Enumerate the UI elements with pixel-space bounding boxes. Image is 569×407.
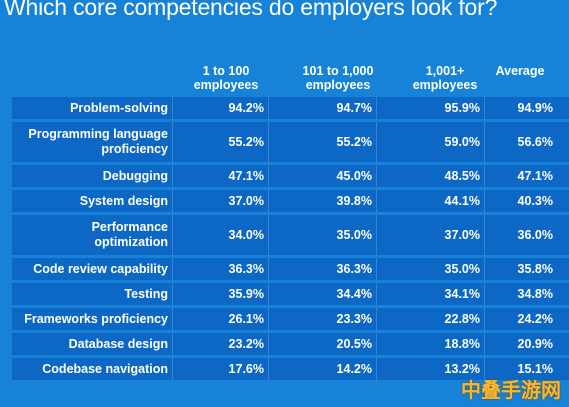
table-cell: 55.2% <box>172 122 268 162</box>
table-cell: 34.4% <box>268 283 376 305</box>
table-cell: 13.2% <box>376 358 484 380</box>
table-row: System design 37.0% 39.8% 44.1% 40.3% <box>12 190 569 212</box>
table-cell: 20.5% <box>268 333 376 355</box>
table-cell: 35.0% <box>268 215 376 255</box>
table-header: 1 to 100 employees 101 to 1,000 employees 1,… <box>12 55 569 97</box>
table-cell: 39.8% <box>268 190 376 212</box>
table-cell: 34.1% <box>376 283 484 305</box>
table-cell: 94.9% <box>484 97 557 119</box>
table-cell: 35.0% <box>376 258 484 280</box>
row-label: Testing <box>124 286 168 301</box>
column-header: 1 to 100 employees <box>193 64 259 92</box>
table-cell: 34.0% <box>172 215 268 255</box>
row-label: Debugging <box>102 168 168 183</box>
row-label: Problem-solving <box>70 100 168 115</box>
table-cell: 23.2% <box>172 333 268 355</box>
watermark-logo: 中叠手游网 <box>461 380 561 402</box>
table-cell: 37.0% <box>172 190 268 212</box>
table-cell: 56.6% <box>484 122 557 162</box>
table-cell: 59.0% <box>376 122 484 162</box>
table-cell: 23.3% <box>268 308 376 330</box>
row-label: Code review capability <box>33 261 168 276</box>
table-cell: 94.7% <box>268 97 376 119</box>
table-row: Debugging 47.1% 45.0% 48.5% 47.1% <box>12 165 569 187</box>
table-cell: 35.9% <box>172 283 268 305</box>
table-cell: 94.2% <box>172 97 268 119</box>
table-cell: 15.1% <box>484 358 557 380</box>
table-cell: 55.2% <box>268 122 376 162</box>
chart-title: Which core competencies do employers loo… <box>4 0 498 20</box>
table-cell: 20.9% <box>484 333 557 355</box>
table-cell: 48.5% <box>376 165 484 187</box>
table-row: Performance optimization 34.0% 35.0% 37.0% 36… <box>12 215 569 255</box>
table-row: Database design 23.2% 20.5% 18.8% 20.9% <box>12 333 569 355</box>
row-label: Codebase navigation <box>42 361 168 376</box>
table-cell: 18.8% <box>376 333 484 355</box>
table-cell: 36.3% <box>172 258 268 280</box>
row-label: Database design <box>68 336 168 351</box>
column-header: 101 to 1,000 employees <box>302 64 374 92</box>
row-label: Frameworks proficiency <box>24 311 168 326</box>
table-row: Programming language proficiency 55.2% 55.2… <box>12 122 569 162</box>
table-cell: 26.1% <box>172 308 268 330</box>
column-header: Average <box>495 64 545 78</box>
column-header: 1,001+ employees <box>412 64 478 92</box>
table-cell: 44.1% <box>376 190 484 212</box>
table-cell: 45.0% <box>268 165 376 187</box>
table-cell: 36.3% <box>268 258 376 280</box>
table-cell: 24.2% <box>484 308 557 330</box>
competency-table: 1 to 100 employees 101 to 1,000 employees 1,… <box>12 55 569 383</box>
table-row: Code review capability 36.3% 36.3% 35.0% 35.… <box>12 258 569 280</box>
table-row: Problem-solving 94.2% 94.7% 95.9% 94.9% <box>12 97 569 119</box>
table-cell: 40.3% <box>484 190 557 212</box>
table-cell: 34.8% <box>484 283 557 305</box>
table-cell: 22.8% <box>376 308 484 330</box>
table-cell: 14.2% <box>268 358 376 380</box>
table-row: Testing 35.9% 34.4% 34.1% 34.8% <box>12 283 569 305</box>
table-body: Problem-solving 94.2% 94.7% 95.9% 94.9% Progr… <box>12 97 569 380</box>
table-cell: 35.8% <box>484 258 557 280</box>
row-label: Programming language proficiency <box>28 127 168 156</box>
row-label: Performance optimization <box>91 220 168 249</box>
table-row: Frameworks proficiency 26.1% 23.3% 22.8% 24.… <box>12 308 569 330</box>
table-cell: 37.0% <box>376 215 484 255</box>
table-cell: 47.1% <box>484 165 557 187</box>
table-cell: 36.0% <box>484 215 557 255</box>
table-cell: 17.6% <box>172 358 268 380</box>
table-row: Codebase navigation 17.6% 14.2% 13.2% 15.1% <box>12 358 569 380</box>
table-cell: 47.1% <box>172 165 268 187</box>
row-label: System design <box>79 193 168 208</box>
table-cell: 95.9% <box>376 97 484 119</box>
